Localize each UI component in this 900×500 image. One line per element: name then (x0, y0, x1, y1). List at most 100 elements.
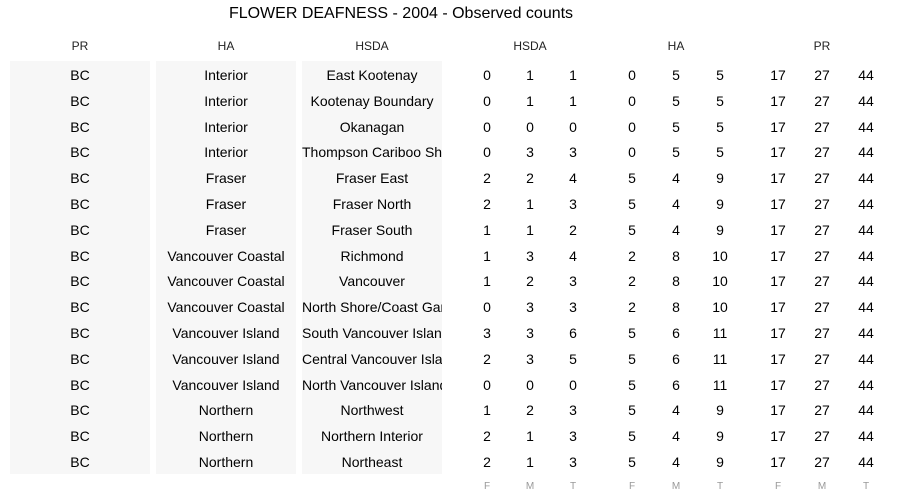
pr-count-t: 44 (858, 92, 874, 109)
pr-count-m: 27 (814, 273, 830, 290)
pr-count-m: 27 (814, 67, 830, 83)
hsda-count-f: 2 (483, 454, 491, 470)
hsda-count-m: 3 (526, 247, 534, 264)
pr-cell: BC (70, 273, 90, 290)
pr-count-t: 44 (858, 428, 874, 445)
ha-count-t: 10 (712, 273, 728, 290)
ha-count-t: 10 (712, 299, 728, 316)
ha-count-t: 5 (716, 92, 724, 109)
ha-cell: Vancouver Coastal (167, 273, 285, 290)
pr-count-m: 27 (814, 144, 830, 161)
ha-count-f: 5 (628, 454, 636, 470)
hsda-count-f: 2 (483, 196, 491, 212)
hsda-count-subheader-m: M (525, 481, 535, 492)
pr-count-t: 44 (858, 67, 874, 83)
hsda-count-f: 1 (483, 402, 491, 419)
hsda-count-m: 1 (526, 221, 534, 238)
pr-count-t: 44 (858, 196, 874, 212)
pr-count-f: 17 (770, 247, 786, 264)
pr-count-m: 27 (814, 402, 830, 419)
ha-count-f: 5 (628, 402, 636, 419)
ha-cell: Interior (204, 118, 248, 135)
hsda-count-t: 2 (569, 221, 577, 238)
ha-count-t: 5 (716, 118, 724, 135)
column-header-pr: PR (71, 39, 89, 53)
pr-count-f: 17 (770, 170, 786, 187)
ha-cell: Vancouver Island (172, 350, 280, 367)
hsda-count-m: 3 (526, 299, 534, 316)
hsda-count-t: 4 (569, 170, 577, 187)
pr-count-f: 17 (770, 402, 786, 419)
ha-count-t: 9 (716, 428, 724, 445)
pr-cell: BC (70, 247, 90, 264)
ha-count-f: 2 (628, 273, 636, 290)
pr-count-m: 27 (814, 118, 830, 135)
hsda-count-f: 3 (483, 325, 491, 341)
hsda-count-f: 1 (483, 273, 491, 290)
ha-count-f: 5 (628, 350, 636, 367)
pr-count-m: 27 (814, 325, 830, 341)
ha-count-subheader-f: F (628, 481, 636, 492)
ha-count-subheader-t: T (716, 481, 724, 492)
ha-count-t: 9 (716, 454, 724, 470)
pr-count-m: 27 (814, 170, 830, 187)
ha-column-background (156, 61, 296, 474)
pr-count-t: 44 (858, 402, 874, 419)
hsda-count-f: 0 (483, 67, 491, 83)
ha-count-t: 5 (716, 67, 724, 83)
pr-count-m: 27 (814, 454, 830, 470)
ha-count-f: 5 (628, 428, 636, 445)
ha-count-m: 4 (672, 221, 680, 238)
hsda-count-m: 2 (526, 170, 534, 187)
pr-count-m: 27 (814, 196, 830, 212)
ha-cell: Fraser (205, 221, 247, 238)
ha-count-m: 8 (672, 273, 680, 290)
hsda-count-t: 4 (569, 247, 577, 264)
hsda-count-m: 0 (526, 118, 534, 135)
pr-count-subheader-f: F (774, 481, 782, 492)
ha-count-f: 2 (628, 247, 636, 264)
ha-count-f: 5 (628, 196, 636, 212)
hsda-cell: Northern Interior (321, 428, 423, 445)
column-header-hsda: HSDA (355, 39, 389, 53)
ha-count-t: 5 (716, 144, 724, 161)
ha-count-t: 11 (712, 350, 728, 367)
ha-cell: Vancouver Coastal (167, 247, 285, 264)
ha-count-f: 2 (628, 299, 636, 316)
hsda-cell: Fraser North (332, 196, 412, 212)
hsda-cell: Okanagan (339, 118, 405, 135)
pr-count-f: 17 (770, 118, 786, 135)
ha-cell: Vancouver Island (172, 325, 280, 341)
pr-cell: BC (70, 67, 90, 83)
ha-count-f: 0 (628, 118, 636, 135)
pr-cell: BC (70, 428, 90, 445)
pr-cell: BC (70, 118, 90, 135)
pr-cell: BC (70, 376, 90, 393)
hsda-count-m: 2 (526, 402, 534, 419)
pr-count-t: 44 (858, 221, 874, 238)
ha-cell: Fraser (205, 170, 247, 187)
hsda-count-m: 0 (526, 376, 534, 393)
pr-count-t: 44 (858, 118, 874, 135)
ha-cell: Fraser (205, 196, 247, 212)
hsda-cell: Kootenay Boundary (310, 92, 434, 109)
pr-count-m: 27 (814, 428, 830, 445)
hsda-cell: Northwest (340, 402, 404, 419)
hsda-count-t: 3 (569, 196, 577, 212)
hsda-count-m: 3 (526, 325, 534, 341)
ha-count-t: 10 (712, 247, 728, 264)
hsda-count-f: 1 (483, 221, 491, 238)
hsda-count-m: 2 (526, 273, 534, 290)
pr-count-subheader-m: M (817, 481, 827, 492)
hsda-count-f: 0 (483, 118, 491, 135)
hsda-count-subheader-t: T (569, 481, 577, 492)
hsda-cell: Northeast (341, 454, 403, 470)
hsda-count-t: 6 (569, 325, 577, 341)
pr-cell: BC (70, 92, 90, 109)
group-header-pr-counts: PR (813, 39, 831, 53)
group-header-ha-counts: HA (667, 39, 685, 53)
hsda-count-subheader-f: F (483, 481, 491, 492)
ha-cell: Interior (204, 92, 248, 109)
column-header-ha: HA (217, 39, 235, 53)
hsda-cell: North Shore/Coast Garibaldi (302, 299, 442, 316)
